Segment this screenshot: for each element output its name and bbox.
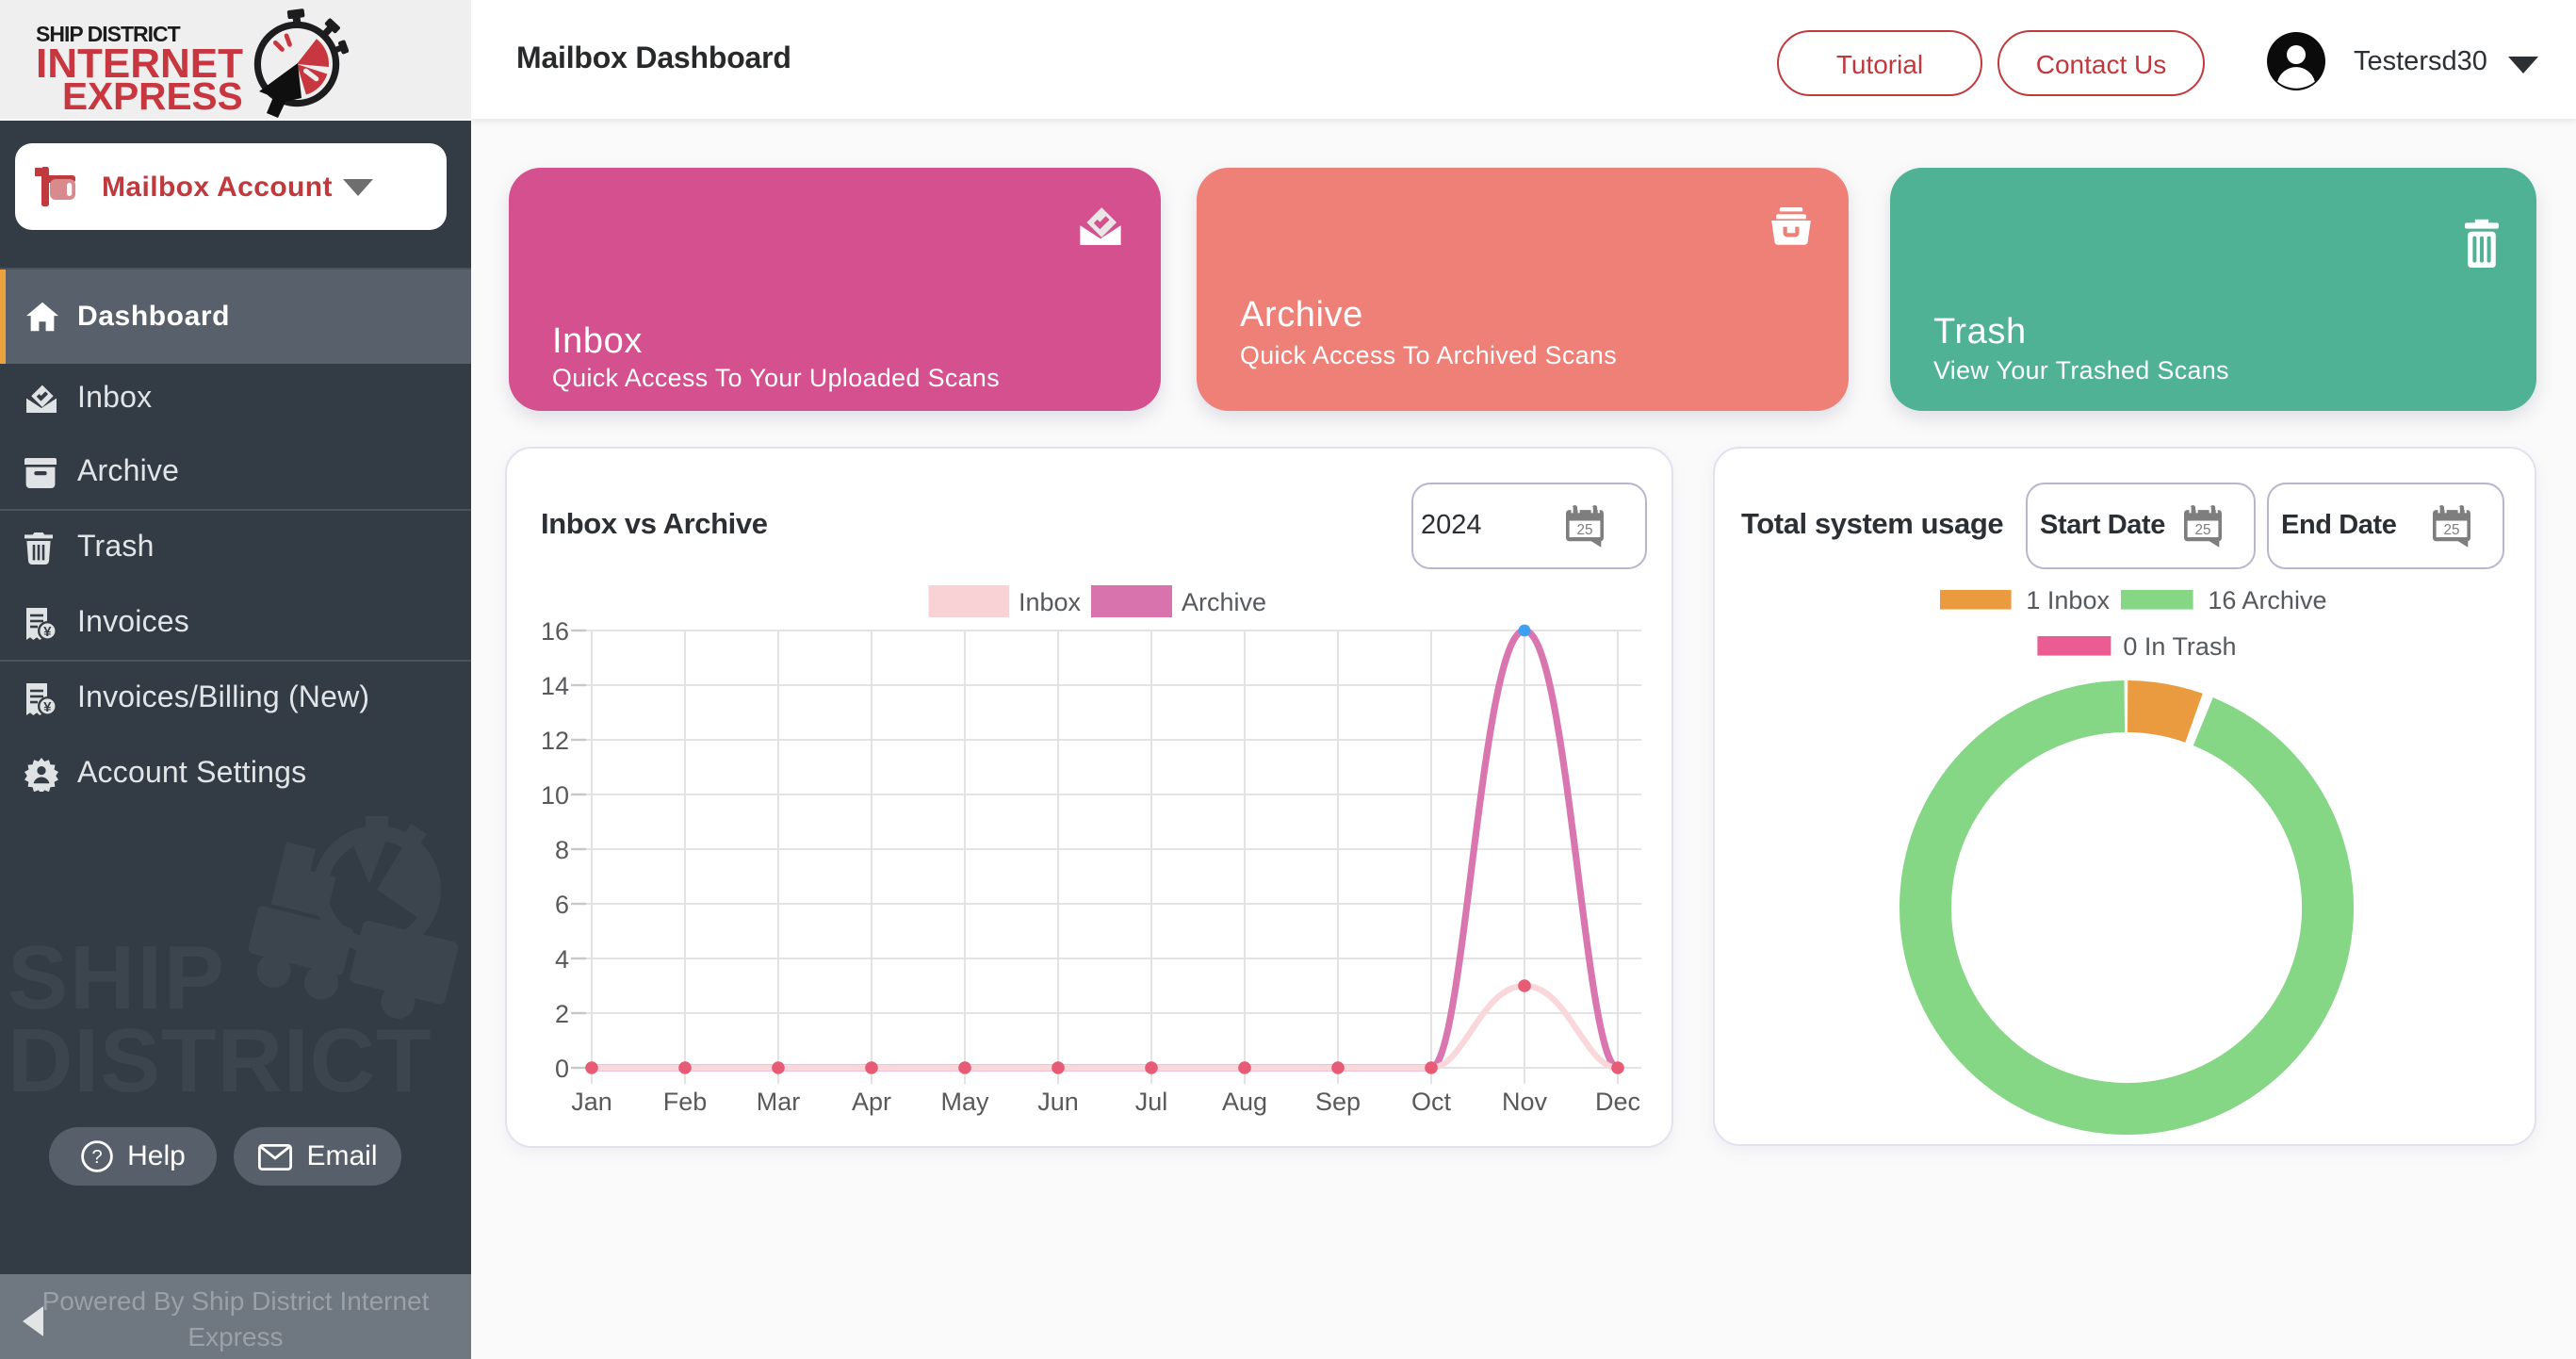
svg-text:0 In Trash: 0 In Trash (2123, 632, 2236, 661)
svg-text:May: May (940, 1088, 989, 1116)
svg-text:Oct: Oct (1411, 1088, 1452, 1116)
svg-text:25: 25 (2195, 521, 2211, 537)
svg-text:16: 16 (541, 617, 569, 646)
svg-text:Jun: Jun (1037, 1088, 1079, 1116)
svg-text:Apr: Apr (852, 1088, 891, 1116)
svg-text:4: 4 (555, 945, 569, 974)
svg-text:Inbox: Inbox (1019, 588, 1082, 616)
svg-text:Feb: Feb (663, 1088, 708, 1116)
svg-text:14: 14 (541, 672, 569, 700)
svg-text:Mar: Mar (757, 1088, 801, 1116)
svg-text:10: 10 (541, 781, 569, 810)
svg-text:8: 8 (555, 836, 569, 864)
svg-text:Archive: Archive (1182, 588, 1266, 616)
svg-text:25: 25 (2444, 521, 2460, 537)
svg-text:25: 25 (1577, 521, 1593, 537)
svg-text:Jul: Jul (1135, 1088, 1168, 1116)
svg-text:Aug: Aug (1222, 1088, 1267, 1116)
svg-text:Sep: Sep (1315, 1088, 1361, 1116)
svg-text:Jan: Jan (571, 1088, 612, 1116)
svg-text:?: ? (91, 1147, 102, 1168)
svg-text:16 Archive: 16 Archive (2208, 586, 2326, 614)
svg-text:Nov: Nov (1502, 1088, 1548, 1116)
svg-text:¥: ¥ (43, 624, 52, 640)
svg-text:0: 0 (555, 1055, 569, 1083)
svg-text:2: 2 (555, 1000, 569, 1028)
svg-text:¥: ¥ (43, 699, 52, 715)
svg-text:Dec: Dec (1595, 1088, 1640, 1116)
svg-text:1 Inbox: 1 Inbox (2026, 586, 2110, 614)
svg-text:12: 12 (541, 727, 569, 755)
svg-text:6: 6 (555, 891, 569, 919)
